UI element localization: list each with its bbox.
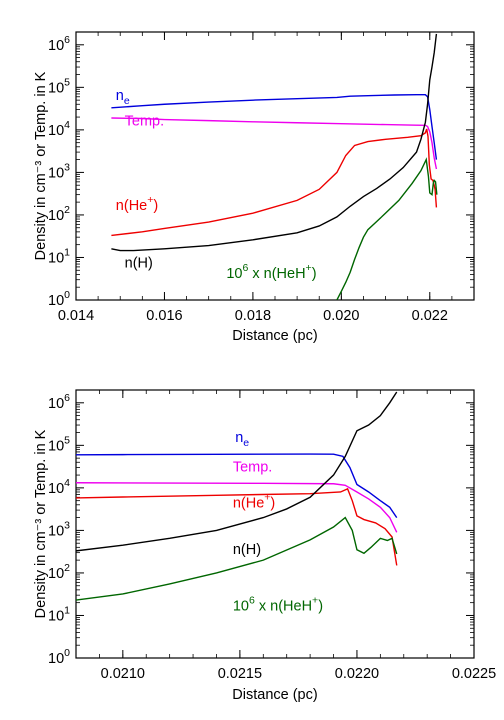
series-label: Temp. <box>233 460 273 476</box>
series-lines <box>76 391 398 601</box>
y-tick-label: 105 <box>48 434 70 454</box>
y-tick-label: 102 <box>48 562 70 582</box>
x-tick-label: 0.0215 <box>218 666 262 682</box>
y-axis-label: Density in cm⁻³ or Temp. in K <box>33 71 49 260</box>
x-tick-label: 0.0220 <box>335 666 379 682</box>
y-tick-label: 104 <box>48 477 70 497</box>
axis-ticks: 0.0210 0.0215 0.0220 0.0225 100 101 102 103 104 1… <box>48 390 496 682</box>
x-tick-label: 0.018 <box>235 308 271 324</box>
series-label: Temp. <box>125 114 164 130</box>
series-label: n(H) <box>125 256 153 272</box>
x-tick-label: 0.016 <box>146 308 182 324</box>
series-line-n-e <box>76 453 398 518</box>
series-line-10-6-x-n-heh- <box>336 157 438 300</box>
y-tick-label: 102 <box>48 204 70 224</box>
y-tick-label: 100 <box>48 289 70 309</box>
x-tick-label: 0.0225 <box>452 666 496 682</box>
y-tick-label: 103 <box>48 161 70 181</box>
series-line-temp- <box>111 117 438 170</box>
series-line-n-h- <box>111 33 438 252</box>
x-axis-label: Distance (pc) <box>232 687 317 703</box>
series-label: ne <box>235 430 249 449</box>
series-line-n-he- <box>76 487 398 566</box>
top-panel: 0.014 0.016 0.018 0.020 0.022 100 101 102 103 104… <box>33 31 475 344</box>
x-axis-label: Distance (pc) <box>232 328 317 344</box>
y-tick-label: 106 <box>48 34 70 54</box>
series-lines <box>111 33 438 300</box>
y-tick-label: 103 <box>48 519 70 539</box>
y-tick-label: 105 <box>48 76 70 96</box>
bottom-panel: 0.0210 0.0215 0.0220 0.0225 100 101 102 103 104 1… <box>33 389 496 703</box>
series-line-n-e <box>111 94 438 160</box>
x-tick-label: 0.022 <box>412 308 448 324</box>
series-label: ne <box>116 88 130 107</box>
series-labels: ne Temp. n(He+) n(H) 106 x n(HeH+) <box>116 88 317 282</box>
x-tick-label: 0.0210 <box>101 666 145 682</box>
series-label: n(H) <box>233 542 261 558</box>
series-line-n-he- <box>111 128 438 237</box>
y-tick-label: 106 <box>48 392 70 412</box>
series-label: 106 x n(HeH+) <box>233 595 323 615</box>
series-label: n(He+) <box>116 194 158 214</box>
series-line-10-6-x-n-heh- <box>76 516 398 601</box>
y-tick-label: 101 <box>48 246 70 266</box>
axis-ticks: 0.014 0.016 0.018 0.020 0.022 100 101 102 103 104… <box>48 32 475 324</box>
y-tick-label: 100 <box>48 647 70 667</box>
series-line-temp- <box>76 482 398 533</box>
plot-frame <box>75 389 475 659</box>
y-axis-label: Density in cm⁻³ or Temp. in K <box>33 429 49 618</box>
series-line-n-h- <box>76 391 398 552</box>
y-tick-label: 101 <box>48 604 70 624</box>
x-tick-label: 0.014 <box>58 308 94 324</box>
y-tick-label: 104 <box>48 119 70 139</box>
x-tick-label: 0.020 <box>323 308 359 324</box>
series-label: 106 x n(HeH+) <box>226 262 316 282</box>
